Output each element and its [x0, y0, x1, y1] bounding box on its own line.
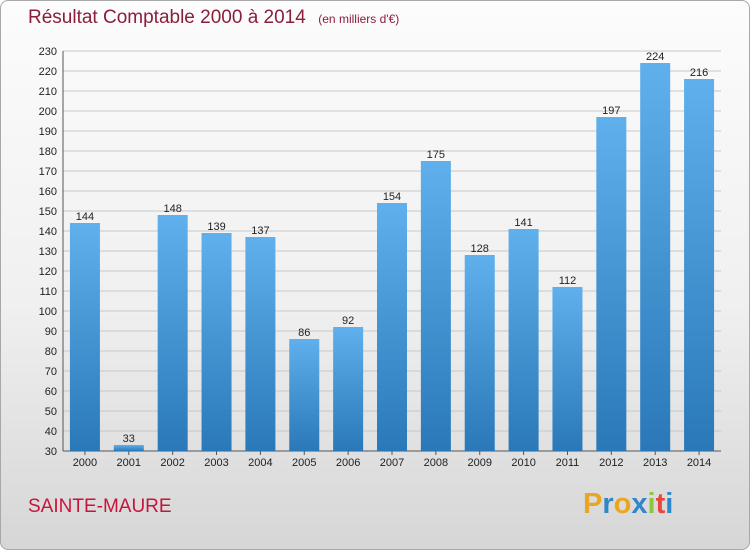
logo-letter: i — [647, 488, 656, 520]
logo-letter: x — [631, 488, 648, 520]
chart-title: Résultat Comptable 2000 à 2014 (en milli… — [28, 7, 399, 29]
title-unit: (en milliers d'€) — [318, 12, 400, 26]
bar — [69, 223, 100, 451]
logo-letter: i — [665, 488, 674, 520]
value-label: 33 — [123, 433, 135, 445]
logo-letter: o — [613, 488, 632, 520]
y-tick-label: 220 — [39, 66, 57, 78]
y-tick-label: 50 — [45, 406, 57, 418]
value-label: 216 — [690, 67, 708, 79]
bar — [157, 215, 188, 451]
y-tick-label: 80 — [45, 346, 57, 358]
value-label: 175 — [427, 149, 445, 161]
y-tick-label: 120 — [39, 266, 57, 278]
x-tick-label: 2000 — [73, 457, 97, 469]
value-label: 154 — [383, 191, 401, 203]
bar — [464, 255, 495, 451]
x-tick-label: 2009 — [467, 457, 491, 469]
bar — [596, 117, 627, 451]
x-tick-label: 2013 — [643, 457, 667, 469]
value-label: 144 — [76, 211, 94, 223]
y-tick-label: 30 — [45, 446, 57, 458]
bar — [420, 161, 451, 451]
x-tick-label: 2002 — [160, 457, 184, 469]
x-tick-label: 2003 — [204, 457, 228, 469]
y-tick-label: 90 — [45, 326, 57, 338]
y-tick-label: 70 — [45, 366, 57, 378]
y-tick-label: 100 — [39, 306, 57, 318]
x-tick-label: 2007 — [380, 457, 404, 469]
value-label: 224 — [646, 51, 664, 63]
y-tick-label: 150 — [39, 206, 57, 218]
y-tick-labels: 30 40 50 60 70 80 90 100 110 120 130 140 150 160 170 18… — [39, 46, 57, 458]
bar — [640, 63, 671, 451]
y-tick-label: 140 — [39, 226, 57, 238]
y-tick-label: 60 — [45, 386, 57, 398]
bar — [508, 229, 539, 451]
value-labels: 144 33 148 139 137 86 92 154 175 128 141 112 197 224 2… — [76, 51, 708, 445]
x-tick-label: 2014 — [687, 457, 711, 469]
y-tick-label: 190 — [39, 126, 57, 138]
bar — [113, 445, 144, 451]
x-tick-labels: 2000 2001 2002 2003 2004 2005 2006 2007 2008 2009… — [73, 457, 712, 469]
bar — [245, 237, 276, 451]
bar — [333, 327, 364, 451]
logo-letter: P — [583, 488, 603, 520]
value-label: 148 — [163, 203, 181, 215]
title-text: Résultat Comptable 2000 à 2014 — [28, 7, 306, 28]
y-tick-label: 180 — [39, 146, 57, 158]
x-tick-label: 2012 — [599, 457, 623, 469]
bar — [684, 79, 715, 451]
x-tick-label: 2001 — [117, 457, 141, 469]
y-tick-label: 110 — [39, 286, 57, 298]
proxiti-logo[interactable]: Proxiti — [583, 488, 673, 521]
bars — [69, 63, 715, 451]
value-label: 92 — [342, 315, 354, 327]
bar — [552, 287, 583, 451]
y-tick-label: 210 — [39, 86, 57, 98]
logo-letter: t — [655, 488, 666, 520]
y-tick-label: 130 — [39, 246, 57, 258]
bar — [377, 203, 407, 451]
y-tick-label: 230 — [39, 46, 57, 58]
y-tick-label: 40 — [45, 426, 57, 438]
bar — [201, 233, 232, 451]
value-label: 86 — [298, 327, 310, 339]
x-tick-label: 2010 — [511, 457, 535, 469]
logo-letter: r — [602, 488, 614, 520]
value-label: 128 — [471, 243, 489, 255]
y-tick-label: 160 — [39, 186, 57, 198]
value-label: 141 — [514, 217, 532, 229]
x-tick-label: 2011 — [556, 457, 580, 469]
x-tick-label: 2006 — [336, 457, 360, 469]
x-tick-label: 2005 — [292, 457, 316, 469]
bar — [289, 339, 320, 451]
value-label: 197 — [602, 105, 620, 117]
value-label: 137 — [251, 225, 269, 237]
value-label: 112 — [559, 275, 577, 287]
x-tick-label: 2008 — [424, 457, 448, 469]
y-tick-label: 200 — [39, 106, 57, 118]
x-tick-label: 2004 — [248, 457, 272, 469]
city-name: SAINTE-MAURE — [28, 496, 172, 517]
value-label: 139 — [207, 221, 225, 233]
y-tick-label: 170 — [39, 166, 57, 178]
